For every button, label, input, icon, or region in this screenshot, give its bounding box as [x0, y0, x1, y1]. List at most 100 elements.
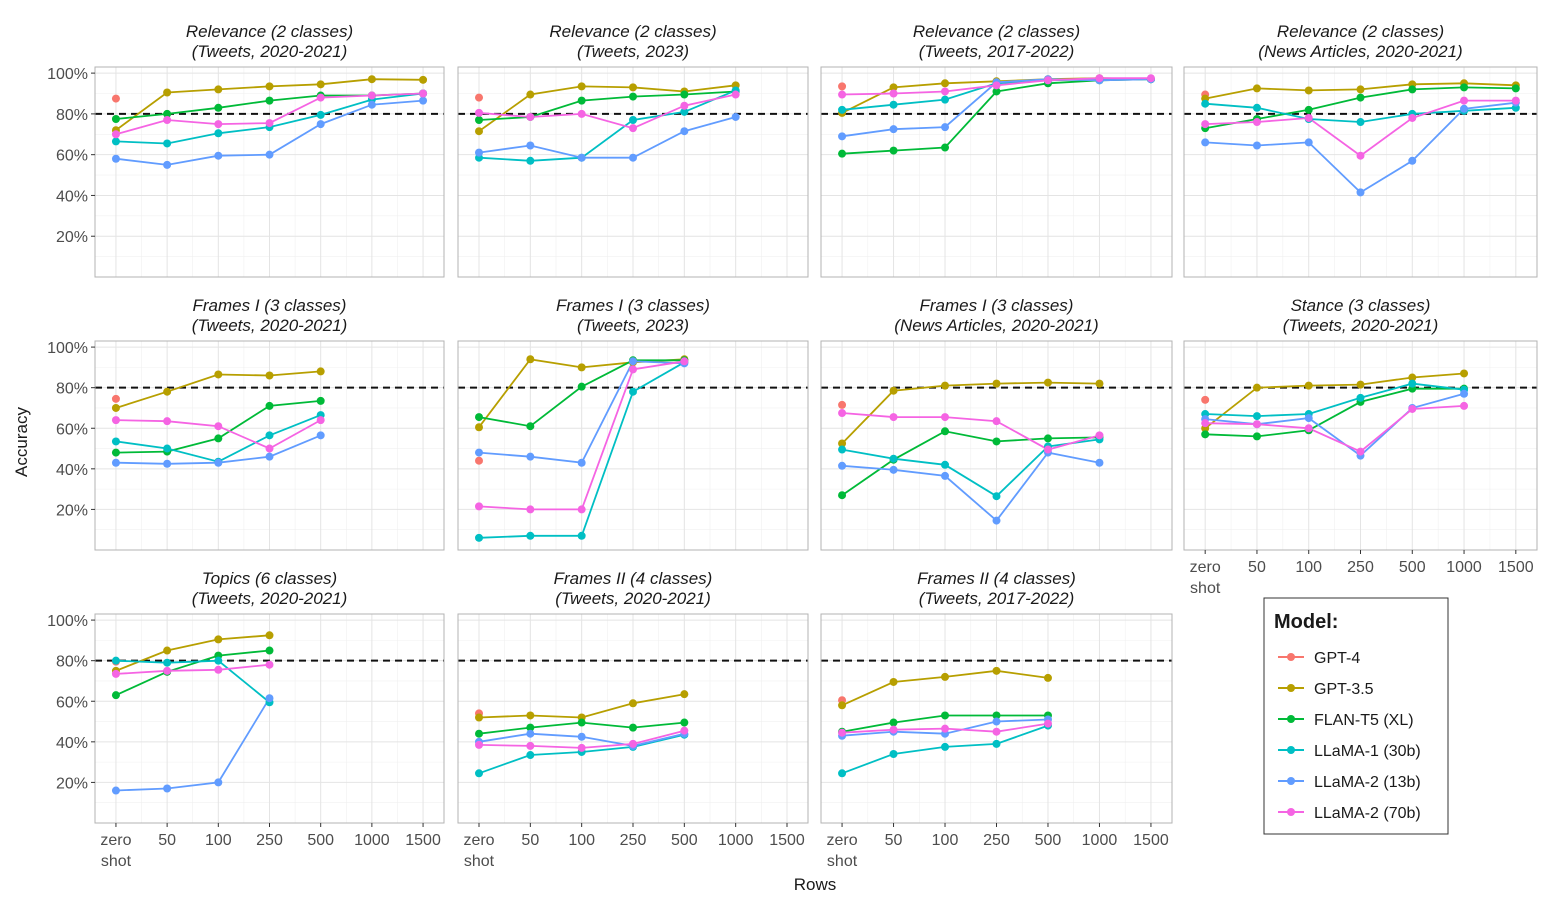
legend-title: Model: [1274, 611, 1338, 633]
data-point-llama-2-70b [265, 660, 274, 669]
data-point-llama-2-70b [1304, 113, 1313, 122]
legend-label-llama-2-13b: LLaMA-2 (13b) [1314, 774, 1421, 791]
data-point-llama-1-30b [577, 531, 586, 540]
data-point-llama-2-13b [889, 125, 898, 134]
panel-subtitle: (Tweets, 2023) [577, 42, 689, 61]
data-point-llama-2-70b [629, 739, 637, 748]
data-point-gpt-3-5 [214, 635, 223, 644]
data-point-gpt-3-5 [1095, 379, 1104, 388]
data-point-llama-1-30b [163, 444, 172, 453]
data-point-llama-1-30b [941, 95, 950, 104]
panel-subtitle: (Tweets, 2020-2021) [192, 42, 348, 61]
panel-border [1183, 66, 1538, 278]
data-point-llama-2-13b [941, 123, 950, 132]
data-point-llama-2-13b [265, 452, 274, 461]
data-point-llama-2-70b [680, 357, 689, 366]
data-point-llama-1-30b [163, 139, 172, 148]
data-point-llama-2-13b [577, 458, 586, 467]
x-tick-label: 100 [932, 832, 959, 849]
data-point-llama-1-30b [838, 769, 847, 778]
x-tick-label: 50 [1248, 559, 1266, 576]
panel-title: Relevance (2 classes) [549, 22, 716, 41]
series-line-flan-t5-xl [115, 649, 270, 697]
data-point-gpt-3-5 [680, 690, 689, 699]
data-point-llama-2-70b [111, 130, 120, 139]
series-line-llama-1-30b [115, 659, 271, 703]
data-point-llama-2-70b [577, 109, 586, 118]
y-tick-label: 60% [56, 421, 88, 438]
data-point-flan-t5-xl [111, 114, 120, 123]
data-point-gpt-3-5 [1252, 383, 1261, 392]
data-point-llama-1-30b [265, 431, 274, 440]
data-point-gpt-3-5 [629, 699, 637, 708]
x-tick-label: 1500 [1133, 832, 1169, 849]
data-point-flan-t5-xl [992, 437, 1001, 446]
data-point-flan-t5-xl [1304, 105, 1313, 114]
data-point-flan-t5-xl [1201, 430, 1210, 439]
data-point-flan-t5-xl [265, 96, 274, 105]
data-point-gpt-3-5 [889, 677, 898, 686]
x-tick-label: 500 [307, 832, 334, 849]
data-point-llama-1-30b [680, 107, 689, 116]
series-line-flan-t5-xl [1205, 387, 1464, 438]
data-point-llama-2-13b [629, 153, 637, 162]
data-point-gpt-4 [111, 394, 120, 403]
legend-key-point [1287, 684, 1295, 692]
data-point-gpt-4 [838, 400, 847, 409]
data-point-llama-2-13b [1252, 141, 1261, 150]
legend-label-flan-t5-xl: FLAN-T5 (XL) [1314, 712, 1414, 729]
data-point-gpt-3-5 [838, 701, 847, 710]
data-point-llama-2-70b [526, 741, 535, 750]
data-point-llama-1-30b [526, 751, 535, 760]
y-tick-label: 80% [56, 107, 88, 124]
data-point-gpt-3-5 [577, 82, 586, 91]
data-point-gpt-3-5 [214, 85, 223, 94]
series-line-llama-2-70b [115, 663, 270, 675]
panel-border [457, 340, 809, 551]
data-point-flan-t5-xl [1460, 83, 1469, 92]
x-tick-label: 250 [256, 832, 283, 849]
data-point-gpt-3-5 [1356, 380, 1365, 389]
data-point-llama-2-13b [526, 452, 535, 461]
data-point-gpt-3-5 [316, 367, 325, 376]
data-point-flan-t5-xl [475, 116, 483, 125]
panel-7: Frames I (3 classes)(News Articles, 2020… [820, 296, 1173, 551]
data-point-llama-2-13b [992, 717, 1001, 726]
data-point-llama-1-30b [475, 533, 483, 542]
data-point-llama-2-70b [111, 416, 120, 425]
data-point-llama-2-70b [889, 725, 898, 734]
y-tick-label: 20% [56, 229, 88, 246]
data-point-flan-t5-xl [526, 422, 535, 431]
data-point-llama-2-13b [1201, 138, 1210, 147]
data-point-flan-t5-xl [992, 87, 1001, 96]
x-tick-label: 50 [158, 832, 176, 849]
data-point-gpt-3-5 [265, 631, 274, 640]
x-tick-label-line2: shot [1190, 580, 1221, 597]
data-point-llama-1-30b [1408, 379, 1417, 388]
panel-title: Relevance (2 classes) [913, 22, 1080, 41]
data-point-llama-2-70b [316, 416, 325, 425]
data-point-flan-t5-xl [838, 149, 847, 158]
legend-items: GPT-4 GPT-3.5 FLAN-T5 (XL) LLaMA-1 (30b) LLa… [1278, 650, 1421, 822]
data-point-llama-2-13b [1460, 104, 1469, 113]
data-point-llama-1-30b [475, 769, 483, 778]
series-line-llama-2-13b [842, 451, 1100, 522]
data-point-llama-2-70b [941, 724, 950, 733]
data-point-gpt-3-5 [941, 381, 950, 390]
panel-border [820, 66, 1173, 278]
data-point-llama-2-70b [475, 502, 483, 511]
data-point-gpt-3-5 [526, 711, 535, 720]
data-point-llama-1-30b [111, 437, 120, 446]
data-point-flan-t5-xl [680, 90, 689, 99]
data-point-gpt-3-5 [1043, 673, 1052, 682]
data-point-llama-2-70b [1201, 419, 1210, 428]
series-line-llama-2-70b [842, 412, 1100, 451]
data-point-llama-2-70b [214, 422, 223, 431]
data-point-flan-t5-xl [629, 92, 637, 101]
data-point-llama-2-70b [889, 89, 898, 98]
legend-label-llama-2-70b: LLaMA-2 (70b) [1314, 805, 1421, 822]
panel-title: Frames I (3 classes) [556, 296, 710, 315]
panel-subtitle: (News Articles, 2020-2021) [894, 316, 1098, 335]
data-point-llama-1-30b [838, 445, 847, 454]
data-point-llama-2-13b [265, 694, 274, 703]
